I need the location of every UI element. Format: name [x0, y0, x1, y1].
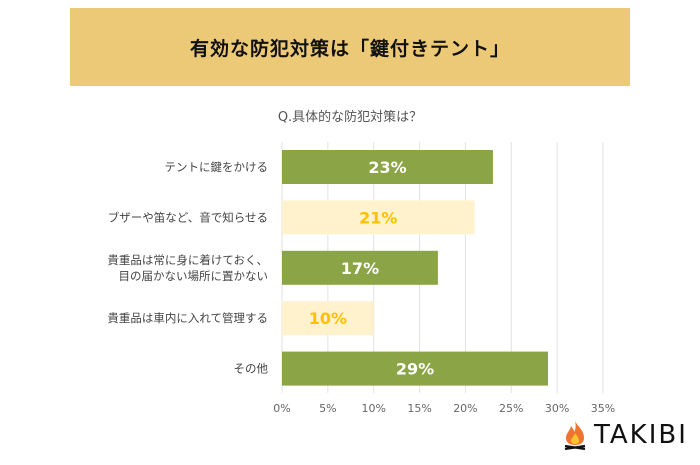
- category-label: テントに鍵をかける: [165, 160, 269, 174]
- category-label: 貴重品は常に身に着けておく、: [107, 253, 268, 267]
- campfire-icon: [564, 421, 586, 450]
- bar: [282, 351, 548, 386]
- x-tick-label: 5%: [319, 402, 336, 415]
- category-label: 貴重品は車内に入れて管理する: [107, 311, 268, 325]
- chart-title: Q.具体的な防犯対策は？: [277, 110, 423, 125]
- x-tick-label: 10%: [361, 402, 385, 415]
- x-tick-label: 25%: [499, 402, 523, 415]
- data-label: 21%: [359, 208, 397, 227]
- page-title: 有効な防犯対策は「鍵付きテント」: [189, 37, 510, 60]
- bar: [282, 150, 493, 184]
- takibi-logo: TAKIBI: [562, 420, 688, 450]
- data-label: 29%: [396, 360, 434, 379]
- data-label: 17%: [341, 259, 379, 278]
- bar: [282, 301, 374, 336]
- x-tick-label: 0%: [273, 402, 290, 415]
- bar: [282, 200, 475, 235]
- category-label: その他: [234, 362, 269, 376]
- x-tick-label: 35%: [591, 402, 615, 415]
- data-label: 10%: [309, 309, 347, 328]
- data-label: 23%: [368, 158, 406, 177]
- bar: [282, 250, 438, 285]
- x-tick-label: 30%: [545, 402, 569, 415]
- category-label: ブザーや笛など、音で知らせる: [108, 210, 268, 224]
- x-tick-label: 20%: [453, 402, 477, 415]
- category-label: 目の届かない場所に置かない: [119, 269, 269, 283]
- logo-text: TAKIBI: [594, 420, 688, 450]
- x-tick-label: 15%: [407, 402, 431, 415]
- title-banner: 有効な防犯対策は「鍵付きテント」: [70, 8, 630, 86]
